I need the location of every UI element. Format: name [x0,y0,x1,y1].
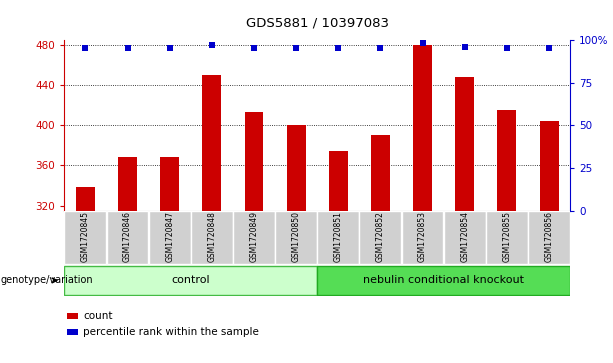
Text: GSM1720850: GSM1720850 [292,211,300,262]
Bar [275,211,317,264]
Bar [318,266,570,295]
Bar [497,110,516,211]
Bar [371,135,390,211]
Point [544,46,554,52]
Bar [359,211,402,264]
Bar [528,211,570,264]
Bar [402,211,443,264]
Text: nebulin conditional knockout: nebulin conditional knockout [363,276,524,285]
Bar [287,125,306,211]
Bar [444,211,485,264]
Bar [329,151,348,211]
Bar [318,211,359,264]
Point [207,42,217,48]
Text: GSM1720846: GSM1720846 [123,211,132,262]
Bar [202,75,221,211]
Point [291,46,301,52]
Point [460,44,470,50]
Point [502,46,512,52]
Text: GSM1720856: GSM1720856 [544,211,554,262]
Text: GDS5881 / 10397083: GDS5881 / 10397083 [246,16,389,29]
Bar [191,211,233,264]
Point [333,46,343,52]
Point [249,46,259,52]
Text: percentile rank within the sample: percentile rank within the sample [83,327,259,337]
Bar [64,266,317,295]
Bar [160,157,179,211]
Bar [118,157,137,211]
Bar [149,211,191,264]
Bar [107,211,148,264]
Bar [539,121,558,211]
Point [123,46,132,52]
Bar [455,77,474,211]
Bar [64,211,106,264]
Bar [76,187,95,211]
Point [417,40,427,46]
Point [165,46,175,52]
Bar [245,112,264,211]
Bar [413,45,432,211]
Text: GSM1720855: GSM1720855 [503,211,511,262]
Text: control: control [172,276,210,285]
Text: GSM1720849: GSM1720849 [249,211,259,262]
Text: GSM1720852: GSM1720852 [376,211,385,262]
Bar [233,211,275,264]
Text: GSM1720848: GSM1720848 [207,211,216,262]
Point [376,46,386,52]
Text: GSM1720851: GSM1720851 [334,211,343,262]
Text: GSM1720854: GSM1720854 [460,211,469,262]
Text: GSM1720845: GSM1720845 [81,211,90,262]
Text: genotype/variation: genotype/variation [1,276,93,285]
Text: count: count [83,311,113,321]
Bar [486,211,528,264]
Text: GSM1720847: GSM1720847 [166,211,174,262]
Point [80,46,90,52]
Text: GSM1720853: GSM1720853 [418,211,427,262]
